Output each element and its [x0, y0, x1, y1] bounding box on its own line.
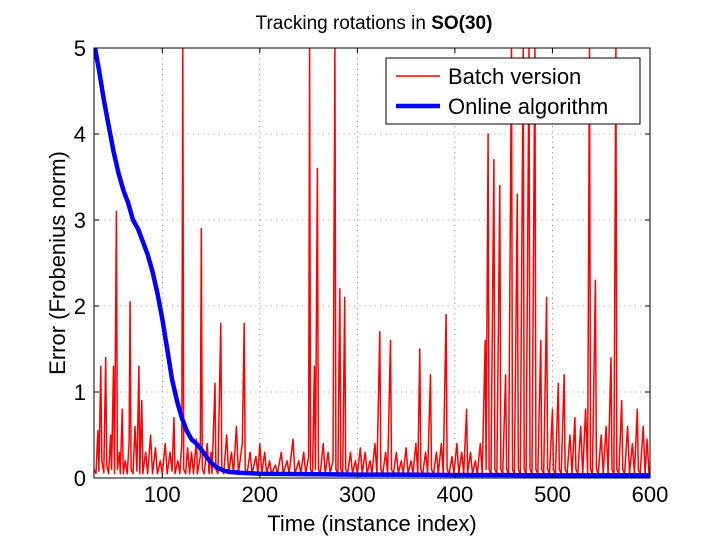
x-tick-label: 200	[241, 482, 278, 507]
ticks: 100 200 300 400 500 600 0 1 2 3 4 5	[74, 36, 669, 507]
legend-label-1: Batch version	[448, 64, 581, 89]
chart-title: Tracking rotations in SO(30)	[256, 13, 493, 34]
legend: Batch version Online algorithm	[385, 57, 641, 125]
chart-title-text: Tracking rotations in	[256, 13, 426, 34]
plot-area	[94, 48, 650, 478]
legend-box	[385, 57, 641, 125]
legend-label-2: Online algorithm	[448, 94, 608, 119]
chart-title-bold: SO(30)	[431, 13, 492, 34]
y-tick-label: 5	[74, 36, 86, 61]
y-tick-label: 4	[74, 122, 86, 147]
x-tick-label: 600	[632, 482, 669, 507]
axes-box	[93, 47, 651, 479]
y-tick-label: 3	[74, 208, 86, 233]
y-tick-label: 0	[74, 466, 86, 491]
series-line-2	[94, 48, 650, 478]
x-tick-label: 400	[437, 482, 474, 507]
y-tick-label: 2	[74, 294, 86, 319]
series-line-1	[94, 48, 650, 475]
x-axis-label: Time (instance index)	[267, 511, 476, 536]
y-axis-label: Error (Frobenius norm)	[45, 151, 70, 375]
x-tick-label: 500	[534, 482, 571, 507]
y-tick-label: 1	[74, 380, 86, 405]
x-tick-label: 300	[339, 482, 376, 507]
x-tick-label: 100	[144, 482, 181, 507]
